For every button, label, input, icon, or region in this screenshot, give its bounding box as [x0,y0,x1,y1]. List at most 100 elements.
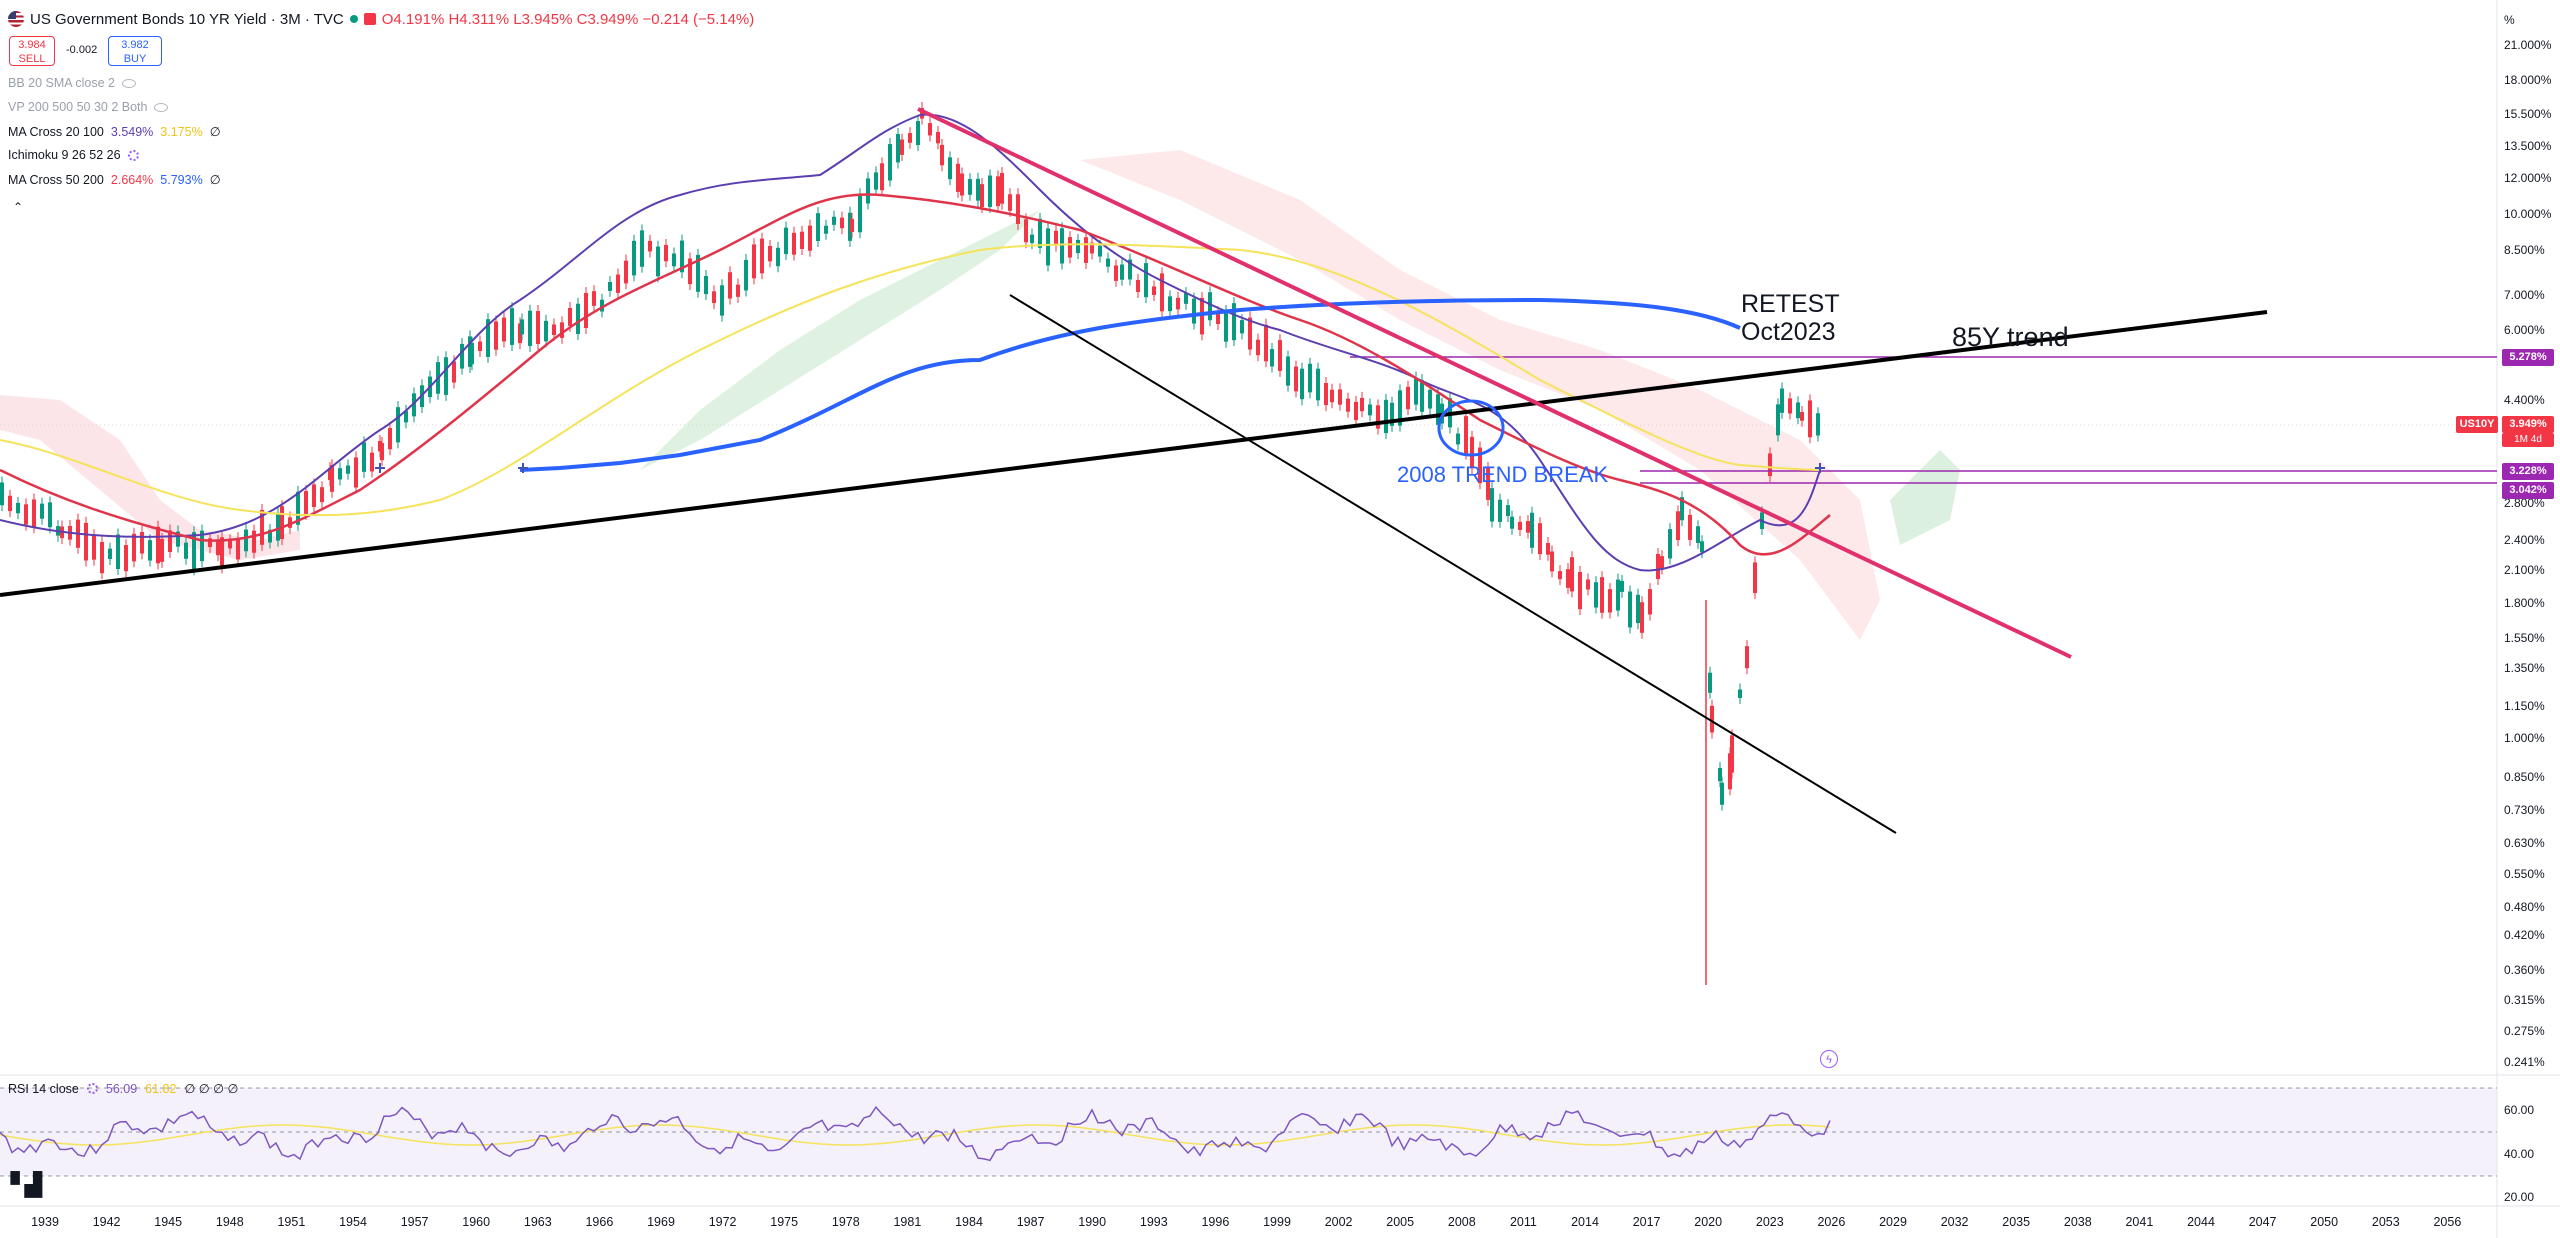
candle-body [160,538,164,562]
buy-button[interactable]: 3.982 BUY [108,36,162,66]
candle-body [494,321,498,350]
indicator-vp[interactable]: VP 200 500 50 30 2 Both [8,100,169,114]
time-tick: 1990 [1078,1215,1107,1229]
symbol-title[interactable]: US Government Bonds 10 YR Yield · 3M · T… [30,10,344,28]
candle-body [1753,562,1757,594]
time-tick: 1978 [831,1215,860,1229]
time-tick: 2041 [2125,1215,2154,1229]
candle-body [784,227,788,255]
time-tick: 2026 [1817,1215,1846,1229]
candle-body [1808,400,1812,438]
indicator-ma-cross-50-200[interactable]: MA Cross 50 200 2.664% 5.793% ∅ [8,172,221,188]
candle-body [168,530,172,552]
candle-body [1780,388,1784,413]
gear-icon[interactable] [127,149,139,161]
candle-body [608,282,612,291]
lightning-icon[interactable]: ϟ [1820,1050,1838,1068]
annotation-retest-date[interactable]: Oct2023 [1741,318,1836,346]
annotation-85y-trend[interactable]: 85Y trend [1952,322,2069,352]
candle-body [132,533,136,562]
candle-body [84,522,88,561]
candle-body [1278,340,1282,371]
time-tick: 1987 [1016,1215,1045,1229]
time-tick: 2017 [1632,1215,1661,1229]
ma-100-line [0,243,1821,517]
time-tick: 1972 [708,1215,737,1229]
candle-body [880,163,884,191]
candle-body [1354,401,1358,421]
indicator-ma-cross-20-100[interactable]: MA Cross 20 100 3.549% 3.175% ∅ [8,124,221,140]
candle-body [1046,228,1050,266]
candle-body [1286,356,1290,386]
candle-body [100,542,104,574]
candle-body [1316,368,1320,401]
candle-body [478,341,482,352]
candle-body [720,285,724,316]
gear-icon[interactable] [86,1083,98,1094]
open-value: O4.191% [381,10,445,28]
candle-body [268,529,272,543]
candle-body [1128,259,1132,280]
candle-body [16,502,20,514]
candle-body [1330,389,1334,403]
candle-body [592,291,596,306]
candle-body [228,540,232,549]
time-tick: 2002 [1324,1215,1353,1229]
candle-body [1816,413,1820,436]
collapse-legend-chevron-icon[interactable]: ⌃ [12,200,24,214]
price-tick: 0.420% [2504,928,2545,942]
candle-body [330,465,334,492]
candle-body [576,303,580,334]
candle-body [1114,265,1118,281]
indicator-ichimoku[interactable]: Ichimoku 9 26 52 26 [8,148,139,162]
candle-body [704,276,708,295]
price-tick: 15.500% [2504,107,2552,121]
rsi-legend[interactable]: RSI 14 close 56.09 61.82 ∅ ∅ ∅ ∅ [8,1081,238,1097]
candle-body [976,178,980,201]
candle-body [1640,602,1644,633]
candle-body [1616,579,1620,611]
candle-body [1738,689,1742,698]
candle-body [832,216,836,225]
empty-set-icon: ∅ [209,125,221,139]
candle-body [1628,591,1632,628]
candle-body [1030,234,1034,244]
annotation-retest[interactable]: RETEST [1741,290,1840,318]
candle-body [48,502,52,528]
tradingview-logo-icon[interactable]: ▘▟ [11,1172,42,1197]
candle-body [220,537,224,568]
sell-button[interactable]: 3.984 SELL [9,36,55,66]
candle-body [1660,556,1664,569]
candle-body [1308,363,1312,393]
candle-body [1294,366,1298,392]
indicator-value-1: 3.549% [110,124,154,139]
rsi-line [0,1105,1831,1162]
level-tag-support-1: 3.228% [2502,463,2554,480]
indicator-label: MA Cross 50 200 [8,172,104,187]
buy-price: 3.982 [121,39,149,51]
candle-body [1098,245,1102,257]
candle-body [1745,646,1749,669]
candle-body [1566,569,1570,588]
candle-body [1324,383,1328,406]
data-flag-icon [363,13,376,25]
candle-body [502,317,506,342]
price-axis-unit: % [2504,13,2515,27]
candle-body [1008,194,1012,211]
candle-body [1800,411,1804,421]
eye-icon[interactable] [154,102,169,112]
eye-icon[interactable] [122,78,137,88]
annotation-2008-trend-break[interactable]: 2008 TREND BREAK [1397,462,1609,487]
candle-body [1718,767,1722,782]
candle-body [1390,402,1394,426]
indicator-label: BB 20 SMA close 2 [8,76,116,90]
candle-body [616,274,620,293]
candle-body [896,133,900,163]
candle-body [1420,380,1424,412]
candle-body [800,231,804,249]
time-tick: 2044 [2187,1215,2215,1229]
indicator-bb[interactable]: BB 20 SMA close 2 [8,76,137,90]
time-tick: 1945 [154,1215,183,1229]
candle-body [404,410,408,423]
